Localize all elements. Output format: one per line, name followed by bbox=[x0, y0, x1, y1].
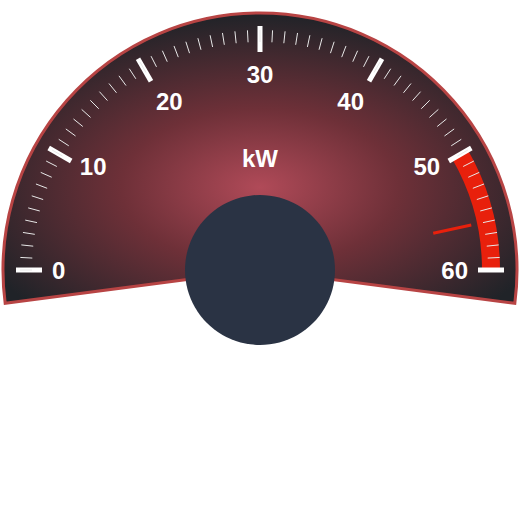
svg-text:30: 30 bbox=[247, 61, 274, 88]
svg-text:10: 10 bbox=[80, 153, 107, 180]
svg-text:40: 40 bbox=[337, 88, 364, 115]
svg-text:20: 20 bbox=[156, 88, 183, 115]
svg-text:60: 60 bbox=[441, 257, 468, 284]
svg-text:0: 0 bbox=[52, 257, 65, 284]
svg-text:50: 50 bbox=[413, 153, 440, 180]
svg-text:kW: kW bbox=[242, 145, 278, 172]
